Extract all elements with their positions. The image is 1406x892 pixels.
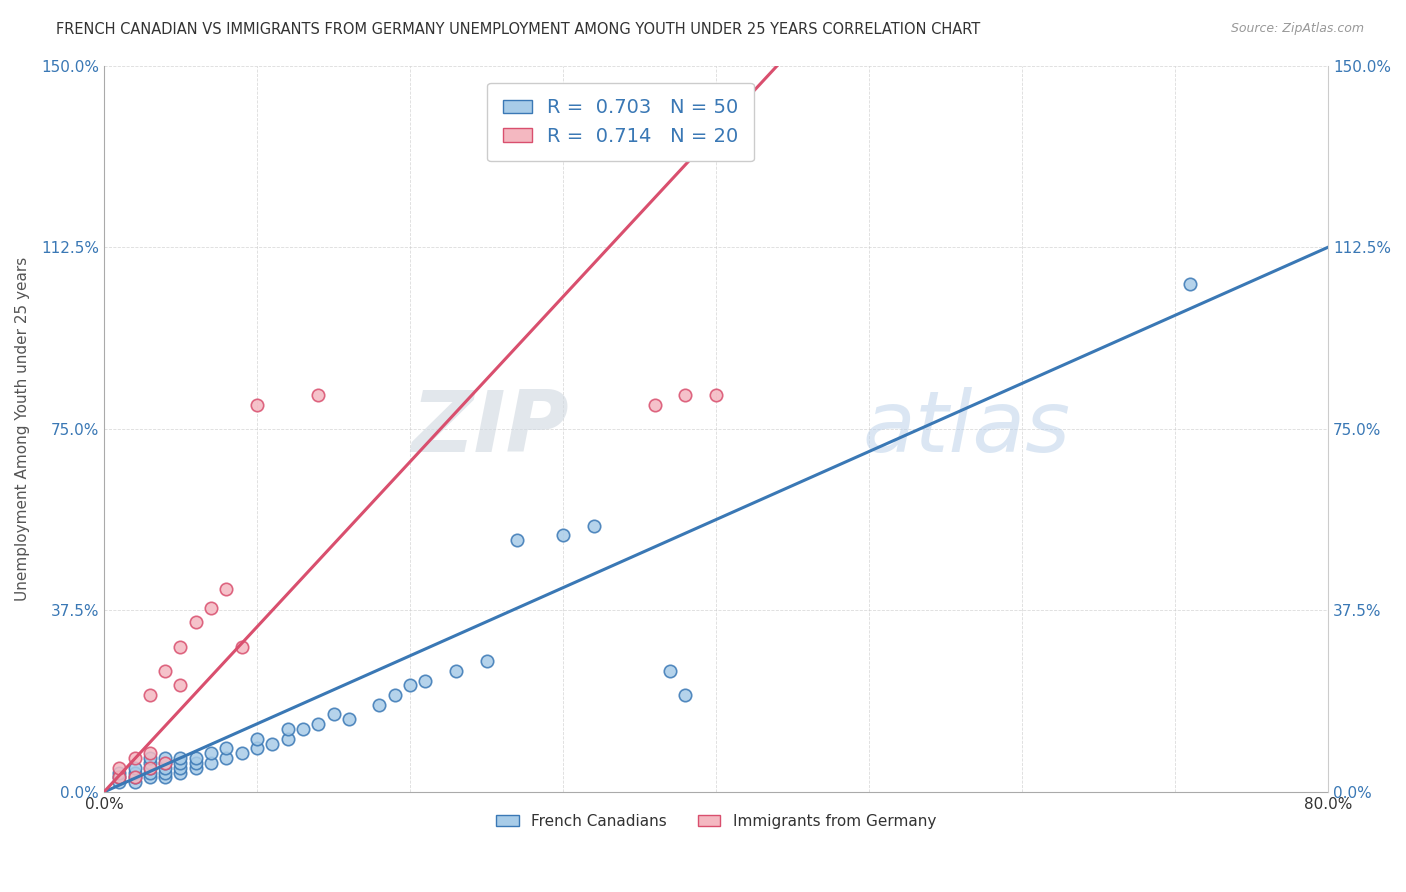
Point — [169, 761, 191, 775]
Point — [277, 731, 299, 746]
Point — [675, 388, 697, 402]
Point — [139, 771, 162, 785]
Point — [551, 528, 574, 542]
Point — [153, 751, 176, 765]
Point — [108, 765, 131, 780]
Point — [246, 741, 269, 756]
Point — [368, 698, 391, 712]
Point — [139, 761, 162, 775]
Point — [262, 737, 284, 751]
Point — [153, 664, 176, 678]
Point — [124, 761, 146, 775]
Point — [704, 388, 727, 402]
Point — [277, 722, 299, 736]
Point — [307, 388, 329, 402]
Point — [139, 746, 162, 760]
Point — [124, 751, 146, 765]
Point — [307, 717, 329, 731]
Point — [169, 751, 191, 765]
Point — [246, 731, 269, 746]
Point — [153, 756, 176, 770]
Point — [139, 756, 162, 770]
Point — [444, 664, 467, 678]
Point — [184, 761, 207, 775]
Point — [153, 756, 176, 770]
Point — [124, 771, 146, 785]
Point — [200, 746, 222, 760]
Point — [139, 761, 162, 775]
Point — [399, 678, 422, 692]
Point — [108, 771, 131, 785]
Point — [1180, 277, 1202, 291]
Point — [153, 761, 176, 775]
Text: FRENCH CANADIAN VS IMMIGRANTS FROM GERMANY UNEMPLOYMENT AMONG YOUTH UNDER 25 YEA: FRENCH CANADIAN VS IMMIGRANTS FROM GERMA… — [56, 22, 980, 37]
Text: atlas: atlas — [863, 387, 1071, 470]
Point — [169, 756, 191, 770]
Point — [184, 615, 207, 630]
Point — [659, 664, 682, 678]
Point — [215, 741, 238, 756]
Text: ZIP: ZIP — [412, 387, 569, 470]
Point — [124, 765, 146, 780]
Point — [139, 765, 162, 780]
Point — [246, 398, 269, 412]
Point — [415, 673, 437, 688]
Text: Source: ZipAtlas.com: Source: ZipAtlas.com — [1230, 22, 1364, 36]
Point — [108, 761, 131, 775]
Y-axis label: Unemployment Among Youth under 25 years: Unemployment Among Youth under 25 years — [15, 257, 30, 601]
Point — [169, 765, 191, 780]
Point — [231, 746, 253, 760]
Point — [644, 398, 666, 412]
Point — [475, 654, 498, 668]
Point — [108, 775, 131, 789]
Point — [200, 756, 222, 770]
Point — [231, 640, 253, 654]
Point — [124, 775, 146, 789]
Point — [215, 751, 238, 765]
Point — [139, 751, 162, 765]
Legend: French Canadians, Immigrants from Germany: French Canadians, Immigrants from German… — [489, 808, 942, 835]
Point — [124, 771, 146, 785]
Point — [153, 765, 176, 780]
Point — [200, 601, 222, 615]
Point — [291, 722, 314, 736]
Point — [153, 771, 176, 785]
Point — [582, 518, 605, 533]
Point — [675, 688, 697, 702]
Point — [139, 688, 162, 702]
Point — [215, 582, 238, 596]
Point — [108, 771, 131, 785]
Point — [506, 533, 529, 548]
Point — [337, 712, 360, 726]
Point — [169, 678, 191, 692]
Point — [384, 688, 406, 702]
Point — [169, 640, 191, 654]
Point — [184, 756, 207, 770]
Point — [322, 707, 344, 722]
Point — [184, 751, 207, 765]
